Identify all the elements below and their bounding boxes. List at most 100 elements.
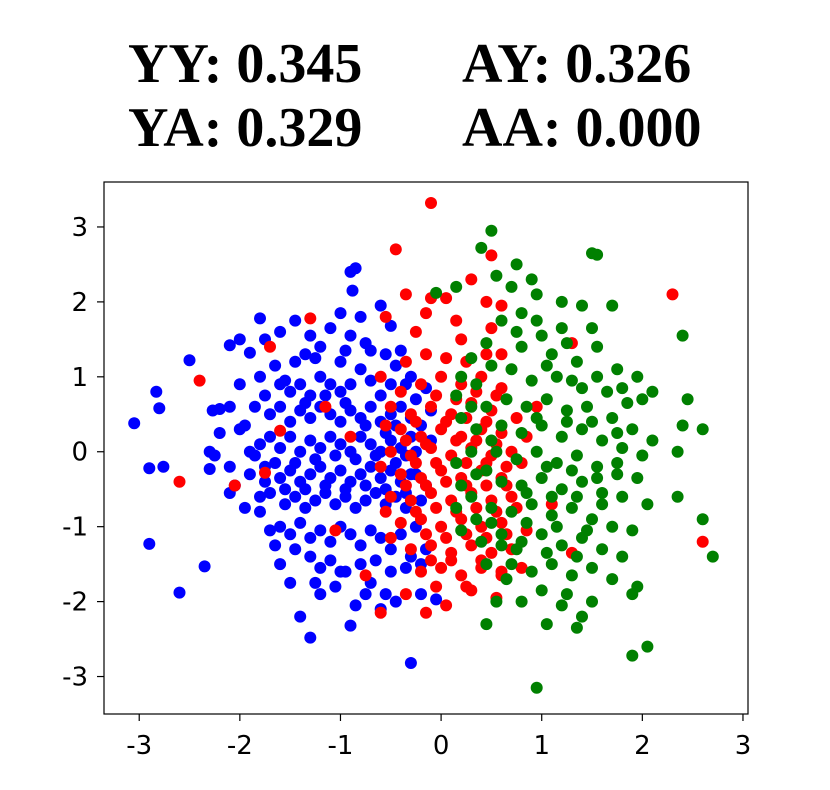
data-point (334, 385, 347, 398)
data-point (606, 412, 619, 424)
data-point (570, 355, 583, 368)
data-point (465, 400, 478, 413)
data-point (379, 310, 392, 323)
data-point (545, 558, 558, 571)
data-point (369, 554, 382, 567)
data-point (430, 593, 443, 606)
data-point (324, 322, 337, 335)
data-point (435, 370, 448, 383)
x-tick-label: -1 (328, 731, 354, 761)
data-point (389, 457, 402, 469)
data-point (415, 378, 427, 391)
data-point (545, 348, 558, 361)
data-point (606, 573, 619, 586)
data-point (455, 479, 468, 492)
data-point (581, 524, 593, 537)
data-point (364, 524, 377, 537)
data-point (259, 475, 271, 488)
data-point (530, 314, 543, 327)
data-point (354, 558, 367, 571)
data-point (586, 595, 598, 608)
data-point (409, 415, 422, 428)
data-point (485, 249, 498, 262)
data-point (415, 588, 427, 601)
data-point (515, 595, 528, 608)
data-point (530, 681, 543, 694)
data-point (334, 415, 347, 428)
data-point (344, 430, 357, 443)
data-point (329, 524, 342, 537)
data-point (430, 389, 443, 402)
data-point (304, 550, 317, 563)
data-point (420, 606, 432, 619)
data-point (696, 535, 709, 548)
data-point (450, 314, 463, 327)
data-point (495, 539, 508, 552)
data-point (359, 588, 372, 601)
data-point (485, 434, 498, 447)
x-tick-label: 0 (433, 731, 450, 761)
data-point (389, 243, 402, 256)
data-point (294, 445, 307, 458)
data-point (626, 649, 639, 662)
data-point (495, 348, 508, 361)
data-point (626, 524, 639, 537)
data-point (379, 588, 392, 601)
data-point (560, 415, 573, 428)
data-point (525, 273, 538, 286)
data-point (465, 539, 478, 552)
data-point (409, 505, 422, 518)
data-point (143, 537, 156, 550)
data-point (309, 494, 322, 507)
data-point (636, 449, 649, 462)
data-point (329, 580, 342, 593)
data-point (530, 412, 543, 424)
data-point (586, 322, 598, 335)
data-point (309, 576, 322, 589)
data-point (299, 348, 312, 361)
data-point (344, 329, 357, 342)
data-point (631, 472, 644, 484)
data-point (394, 528, 407, 541)
y-tick-label: -1 (62, 513, 88, 543)
data-point (505, 558, 518, 571)
data-point (324, 378, 337, 391)
data-point (586, 415, 598, 428)
data-point (500, 393, 513, 406)
data-point (319, 479, 332, 492)
data-point (470, 501, 483, 514)
data-point (394, 385, 407, 398)
data-point (606, 299, 619, 312)
data-point (274, 442, 287, 454)
data-point (369, 487, 382, 499)
data-point (284, 385, 297, 398)
data-point (354, 539, 367, 552)
data-point (525, 374, 538, 387)
data-point (505, 505, 518, 518)
data-point (495, 314, 508, 327)
data-point (223, 400, 236, 413)
data-point (173, 475, 186, 488)
data-point (586, 513, 598, 526)
data-point (359, 494, 372, 507)
data-point (445, 554, 458, 567)
data-point (314, 524, 327, 537)
data-point (485, 516, 498, 529)
data-point (550, 520, 563, 533)
data-point (208, 449, 221, 462)
data-point (480, 464, 493, 477)
data-point (399, 355, 412, 368)
data-point (379, 419, 392, 432)
data-point (248, 449, 261, 462)
data-point (243, 346, 256, 359)
data-point (339, 397, 352, 409)
data-point (274, 520, 287, 533)
data-point (596, 487, 609, 499)
data-point (344, 619, 357, 632)
data-point (555, 483, 568, 496)
ticks-layer: -3 -2 -1 0 1 2 3 -3 -2 -1 0 1 2 3 (62, 213, 751, 761)
data-point (274, 325, 287, 338)
y-tick-label: 0 (71, 438, 88, 468)
data-point (535, 584, 548, 597)
data-point (394, 468, 407, 481)
